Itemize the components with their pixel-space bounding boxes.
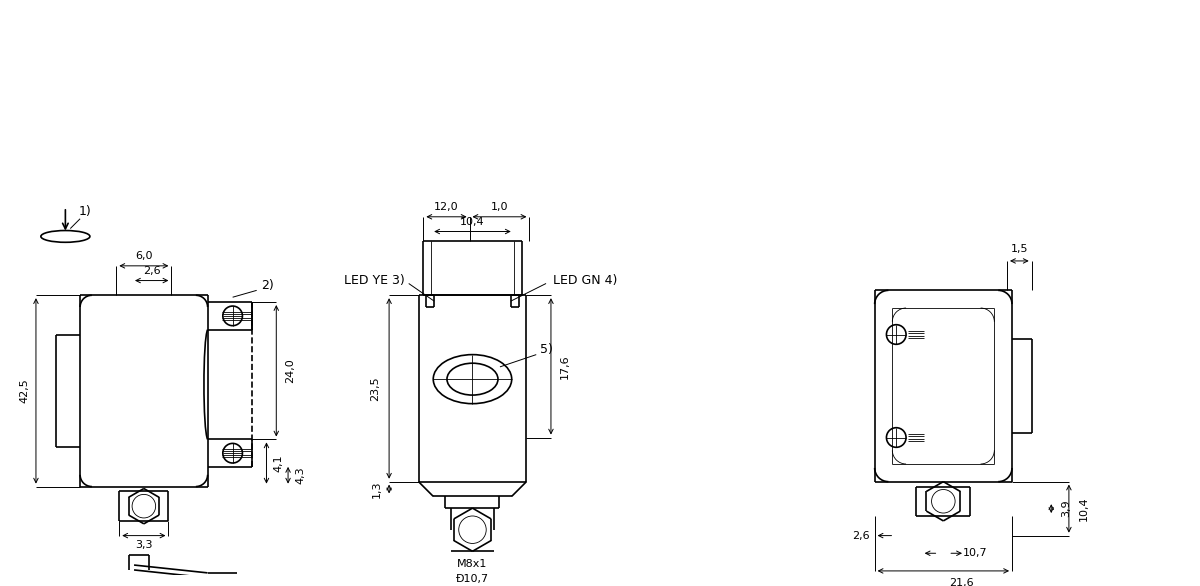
Text: M8x1: M8x1	[457, 559, 487, 569]
Text: 23,5: 23,5	[371, 376, 380, 401]
Text: Ð10,7: Ð10,7	[456, 574, 490, 584]
Text: 2,6: 2,6	[143, 265, 161, 276]
Text: 1,5: 1,5	[1010, 244, 1028, 254]
Text: 10,4: 10,4	[460, 217, 485, 227]
Text: 42,5: 42,5	[19, 379, 29, 403]
Text: 3,9: 3,9	[1061, 500, 1070, 517]
Text: 10,7: 10,7	[962, 548, 988, 558]
Text: 6,0: 6,0	[136, 251, 152, 261]
Text: 12,0: 12,0	[434, 202, 458, 212]
Text: 5): 5)	[540, 343, 552, 356]
Text: 4,1: 4,1	[274, 454, 283, 472]
Text: 3,3: 3,3	[136, 540, 152, 550]
Text: 1,0: 1,0	[491, 202, 509, 212]
Text: LED YE 3): LED YE 3)	[344, 274, 404, 287]
Text: 17,6: 17,6	[559, 354, 570, 379]
Text: 2): 2)	[262, 279, 275, 292]
Text: 10,4: 10,4	[1079, 496, 1088, 521]
Text: 4,3: 4,3	[296, 466, 306, 484]
Text: 2,6: 2,6	[852, 530, 870, 541]
Text: LED GN 4): LED GN 4)	[553, 274, 618, 287]
Text: 1,3: 1,3	[372, 481, 383, 498]
Text: 21,6: 21,6	[949, 578, 973, 586]
Text: 1): 1)	[79, 205, 91, 219]
Text: 24,0: 24,0	[286, 359, 295, 383]
